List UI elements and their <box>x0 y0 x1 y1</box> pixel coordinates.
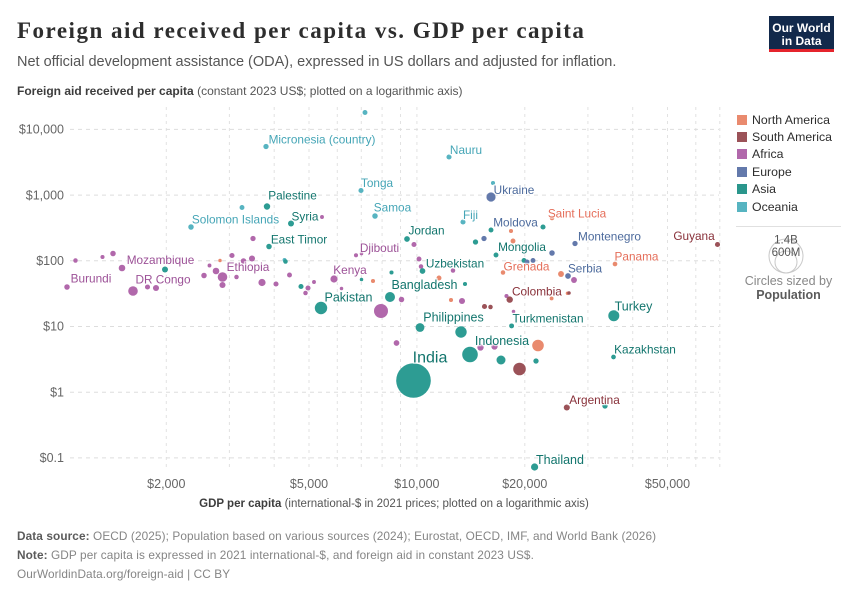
svg-text:Guyana: Guyana <box>673 229 715 243</box>
svg-text:Colombia: Colombia <box>512 285 562 299</box>
svg-text:Burundi: Burundi <box>71 272 112 286</box>
svg-text:Moldova: Moldova <box>493 216 538 230</box>
svg-text:Kazakhstan: Kazakhstan <box>614 343 676 357</box>
svg-text:Djibouti: Djibouti <box>360 241 399 255</box>
svg-text:Nauru: Nauru <box>450 143 482 157</box>
svg-text:$1,000: $1,000 <box>26 188 64 202</box>
svg-text:Thailand: Thailand <box>536 453 584 467</box>
svg-text:Fiji: Fiji <box>463 208 478 222</box>
svg-text:Uzbekistan: Uzbekistan <box>426 257 484 271</box>
svg-text:$20,000: $20,000 <box>502 477 547 490</box>
svg-text:1.4B: 1.4B <box>774 235 798 247</box>
svg-text:$50,000: $50,000 <box>645 477 690 490</box>
svg-text:East Timor: East Timor <box>271 233 327 247</box>
svg-text:Turkmenistan: Turkmenistan <box>512 312 583 326</box>
svg-text:Serbia: Serbia <box>568 262 603 276</box>
svg-text:$1: $1 <box>50 385 64 399</box>
svg-text:$5,000: $5,000 <box>290 477 328 490</box>
svg-text:$0.1: $0.1 <box>40 451 64 465</box>
svg-text:Kenya: Kenya <box>333 263 367 277</box>
svg-text:Philippines: Philippines <box>423 311 483 325</box>
svg-text:Jordan: Jordan <box>408 224 444 238</box>
svg-text:$2,000: $2,000 <box>147 477 185 490</box>
svg-text:Tonga: Tonga <box>361 176 394 190</box>
svg-text:Bangladesh: Bangladesh <box>391 278 457 292</box>
svg-text:$10: $10 <box>43 320 64 334</box>
svg-text:Samoa: Samoa <box>374 201 412 215</box>
svg-text:Grenada: Grenada <box>504 260 550 274</box>
svg-text:Syria: Syria <box>292 210 319 224</box>
svg-text:$10,000: $10,000 <box>394 477 439 490</box>
svg-text:Solomon Islands: Solomon Islands <box>192 213 279 227</box>
svg-text:600M: 600M <box>772 247 801 259</box>
svg-text:DR Congo: DR Congo <box>135 273 191 287</box>
svg-text:$100: $100 <box>36 254 64 268</box>
svg-text:$10,000: $10,000 <box>19 123 64 137</box>
svg-text:Mozambique: Mozambique <box>127 253 195 267</box>
svg-text:Mongolia: Mongolia <box>498 240 546 254</box>
svg-text:Ukraine: Ukraine <box>494 183 535 197</box>
svg-text:Panama: Panama <box>615 250 659 264</box>
svg-text:Montenegro: Montenegro <box>578 230 641 244</box>
svg-text:India: India <box>413 349 448 366</box>
svg-text:Palestine: Palestine <box>268 189 317 203</box>
svg-text:Argentina: Argentina <box>569 393 620 407</box>
svg-text:Saint Lucia: Saint Lucia <box>548 207 607 221</box>
svg-text:Turkey: Turkey <box>615 300 653 314</box>
svg-text:Indonesia: Indonesia <box>475 334 529 348</box>
svg-text:Ethiopia: Ethiopia <box>227 260 270 274</box>
svg-text:Micronesia (country): Micronesia (country) <box>269 133 376 147</box>
svg-text:Pakistan: Pakistan <box>325 291 373 305</box>
